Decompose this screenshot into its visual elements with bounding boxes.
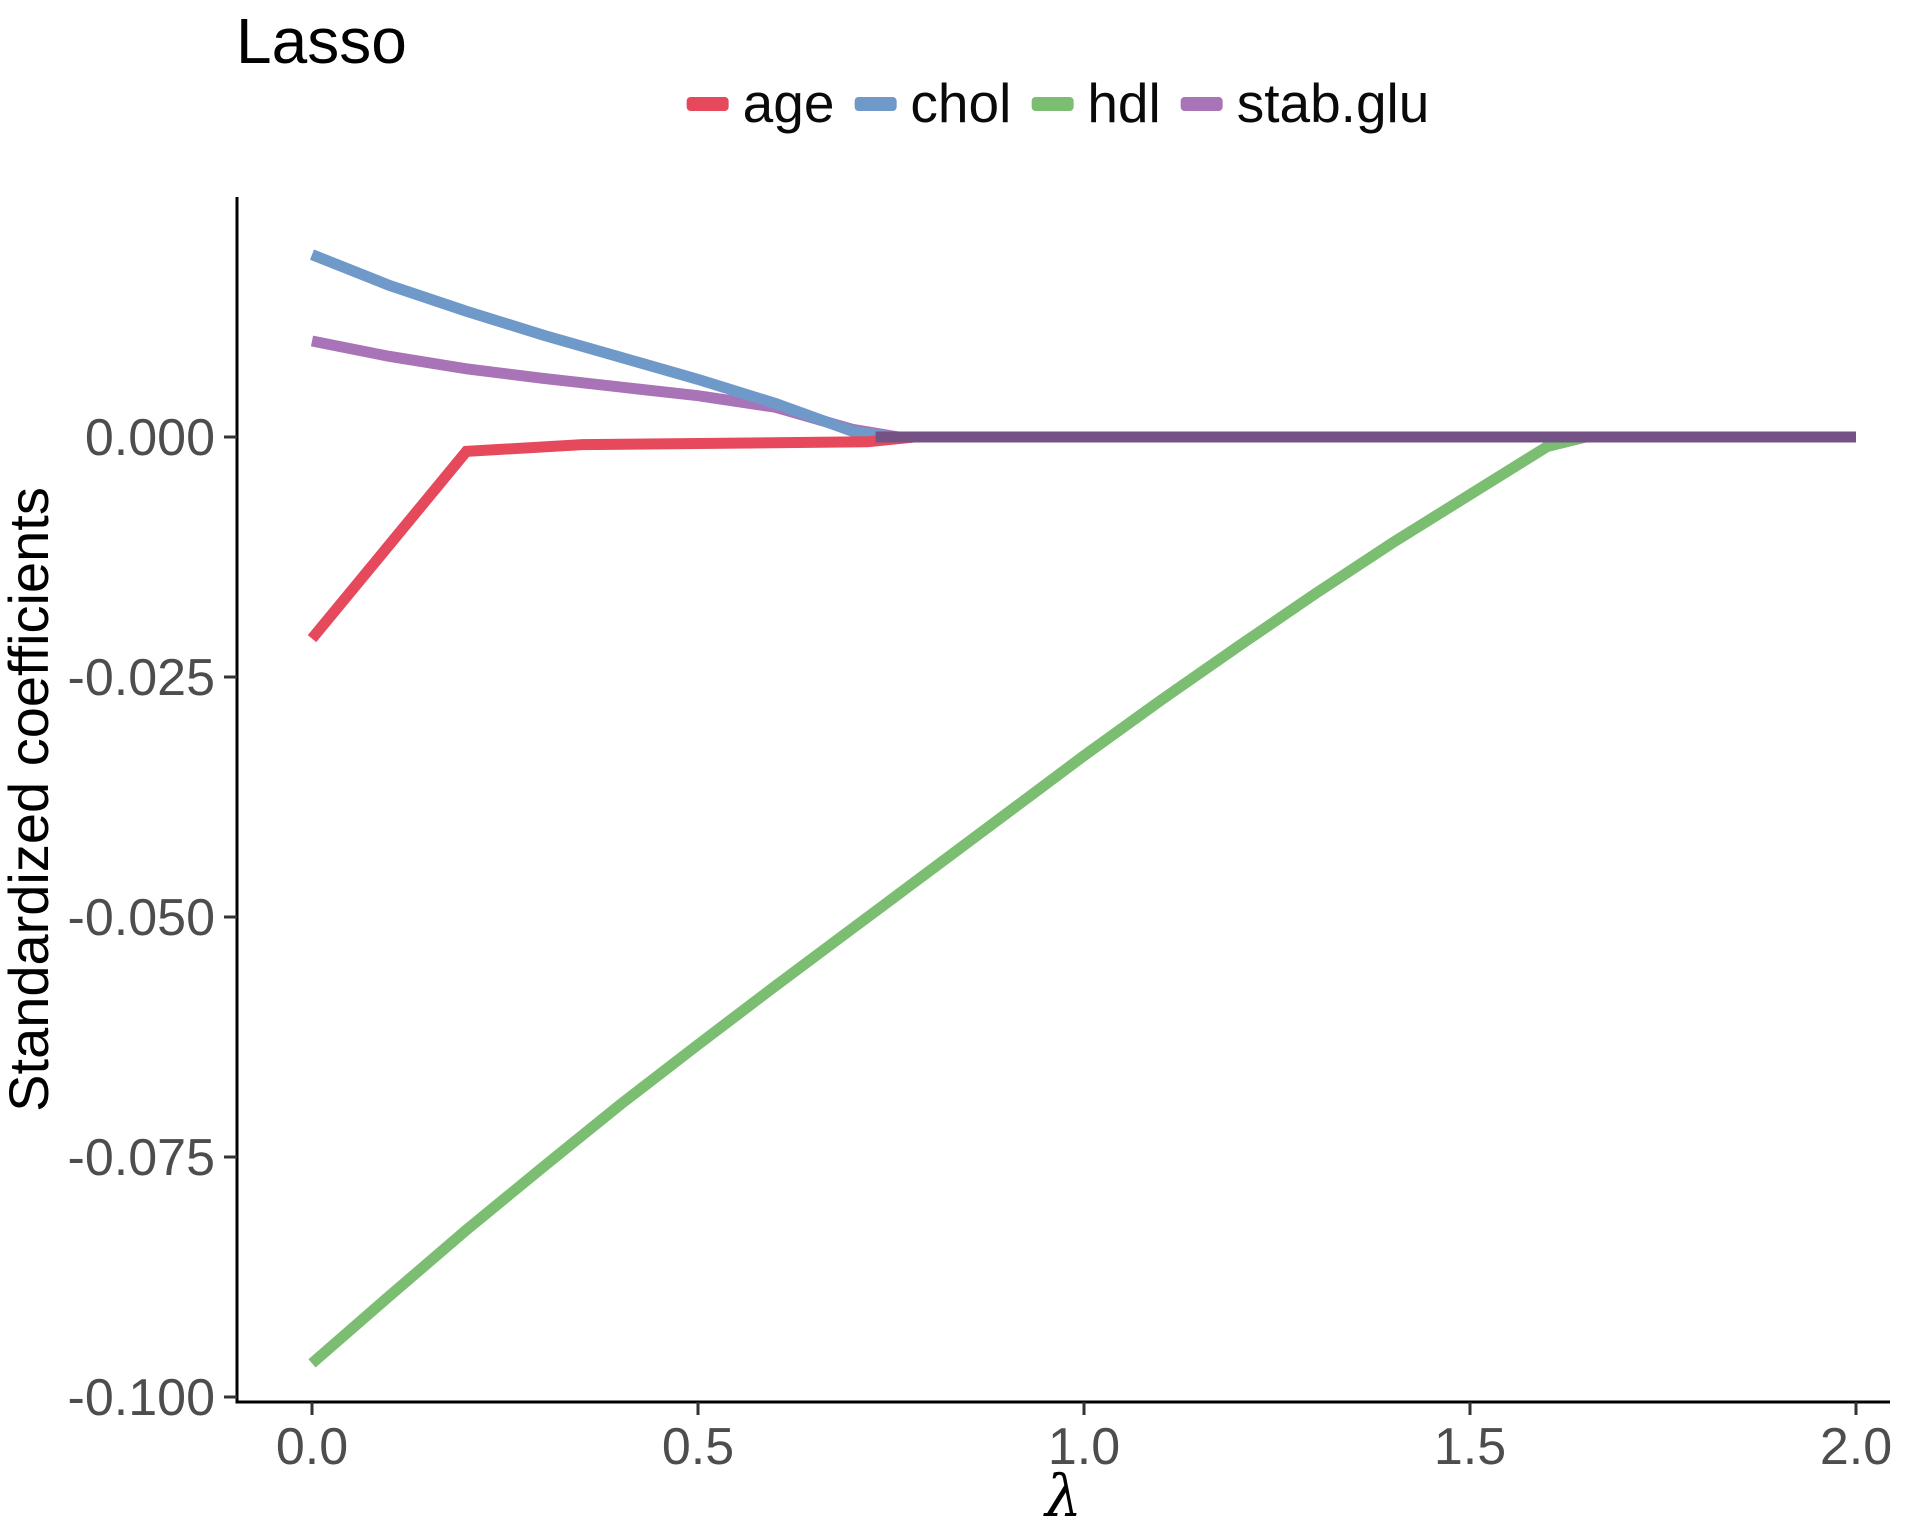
chart-title: Lasso [236,5,407,77]
series-line-age [307,431,1856,643]
series-line-hdl [308,431,1856,1368]
x-tick-label: 2.0 [1820,1418,1892,1476]
legend-item-stab.glu: stab.glu [1180,72,1430,134]
legend: age chol hdl stab.glu [686,72,1430,134]
series-line-stab.glu [310,335,1856,443]
legend-swatch-icon-chol [854,96,897,111]
legend-item-hdl: hdl [1031,72,1161,134]
legend-label-age: age [742,72,835,134]
legend-swatch-icon-stab.glu [1180,96,1223,111]
legend-item-age: age [686,72,835,134]
legend-label-hdl: hdl [1087,72,1161,134]
x-tick-label: 1.5 [1434,1418,1506,1476]
y-tick-label: -0.025 [68,649,215,707]
y-tick-label: -0.050 [68,889,215,947]
legend-swatch-icon-age [686,96,729,111]
x-tick-label: 0.0 [276,1418,348,1476]
series-line-chol [309,249,1856,443]
legend-label-stab.glu: stab.glu [1236,72,1430,134]
x-tick-label: 1.0 [1048,1418,1120,1476]
legend-item-chol: chol [854,76,1011,131]
y-axis-title: Standardized coefficients [0,487,60,1112]
x-tick-label: 0.5 [662,1418,734,1476]
legend-swatch-icon-hdl [1031,96,1074,111]
y-tick-label: 0.000 [85,409,215,467]
y-tick-label: -0.100 [68,1369,215,1427]
x-axis-title: λ [1043,1462,1082,1530]
legend-label-chol: chol [910,72,1012,134]
y-tick-label: -0.075 [68,1129,215,1187]
